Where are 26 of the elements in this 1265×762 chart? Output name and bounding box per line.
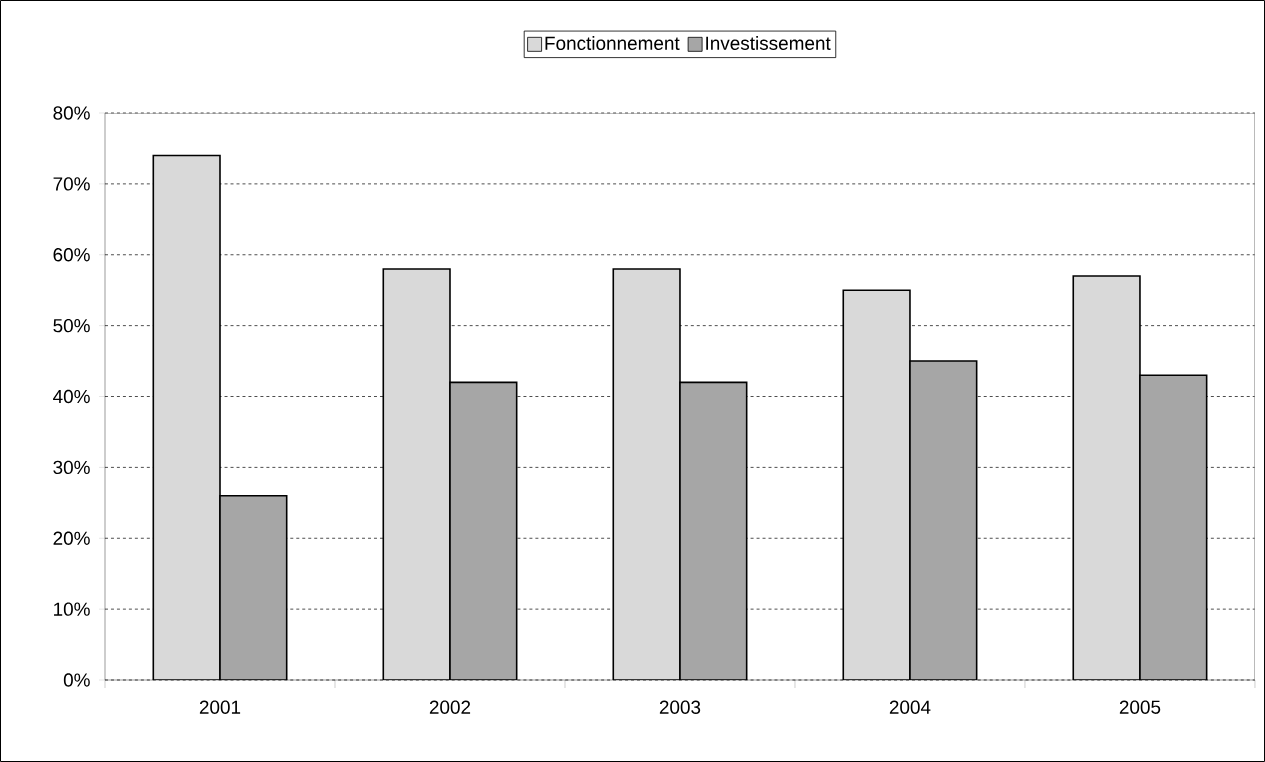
- legend-label: Fonctionnement: [545, 36, 680, 50]
- x-tick-label: 2002: [429, 700, 471, 714]
- bar: [1139, 374, 1208, 680]
- y-tick-label: 40%: [53, 389, 90, 404]
- y-tick-label: 50%: [53, 318, 90, 333]
- y-tick-label: 60%: [53, 248, 90, 262]
- bar: [1072, 275, 1141, 680]
- x-tick-label: 2005: [1119, 700, 1161, 714]
- bar: [909, 360, 978, 680]
- y-tick-label: 0%: [63, 673, 90, 687]
- y-tick-label: 20%: [53, 531, 90, 545]
- bar: [842, 289, 911, 680]
- y-tick-label: 80%: [53, 106, 90, 120]
- y-tick-label: 10%: [54, 602, 90, 616]
- legend-label: Investissement: [706, 36, 831, 50]
- bar: [449, 381, 518, 680]
- x-tick-label: 2003: [659, 700, 701, 714]
- bar: [382, 268, 451, 680]
- bar: [612, 268, 681, 680]
- bar: [219, 494, 288, 680]
- bar: [152, 154, 221, 680]
- bar: [679, 381, 748, 680]
- y-tick-label: 70%: [53, 177, 90, 191]
- x-tick-label: 2004: [889, 700, 931, 714]
- y-tick-label: 30%: [53, 460, 90, 475]
- x-tick-label: 2001: [199, 700, 241, 714]
